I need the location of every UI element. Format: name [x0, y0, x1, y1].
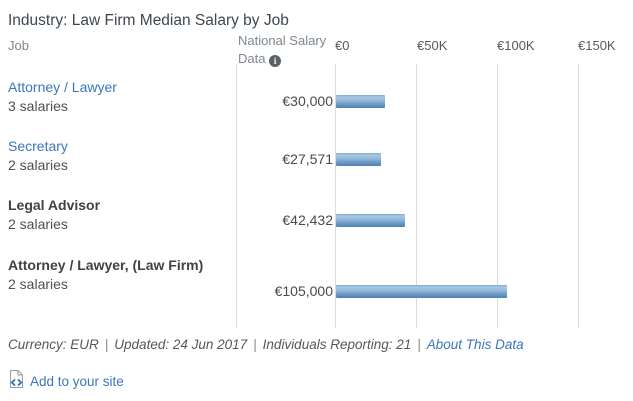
salary-value: €30,000 [282, 93, 333, 109]
info-icon[interactable]: i [269, 54, 282, 67]
salary-bar [336, 214, 405, 227]
add-to-your-site-link[interactable]: Add to your site [8, 369, 124, 394]
footer-meta: Currency: EUR | Updated: 24 Jun 2017 | Indiv… [8, 337, 524, 352]
footer-separator: | [104, 337, 109, 352]
add-to-your-site-label: Add to your site [30, 374, 124, 389]
salary-bar [336, 285, 507, 298]
axis-tick-0: €0 [335, 38, 350, 53]
salary-count: 2 salaries [8, 157, 68, 173]
axis-tick-150k: €150K [578, 38, 616, 53]
currency-label: Currency: EUR [8, 337, 99, 352]
job-column-header: Job [8, 38, 29, 53]
job-label-legal-advisor: Legal Advisor [8, 197, 101, 213]
gridline-100k [497, 64, 498, 328]
gridline-150k [578, 64, 579, 328]
axis-tick-100k: €100K [497, 38, 535, 53]
salary-count: 2 salaries [8, 216, 68, 232]
salary-bar [336, 95, 385, 108]
page-title: Industry: Law Firm Median Salary by Job [8, 12, 289, 29]
table-row-label: Attorney / Lawyer, (Law Firm) 2 salaries [8, 255, 213, 294]
footer-separator: | [253, 337, 257, 352]
job-link-secretary[interactable]: Secretary [8, 138, 68, 154]
job-link-attorney-lawyer[interactable]: Attorney / Lawyer [8, 79, 117, 95]
footer-separator: | [417, 337, 421, 352]
salary-bar [336, 153, 381, 166]
embed-code-icon [8, 369, 25, 394]
job-label-attorney-lawyer-law-firm: Attorney / Lawyer, (Law Firm) [8, 257, 204, 273]
reporting-label: Individuals Reporting: 21 [262, 337, 412, 352]
salary-value: €27,571 [282, 151, 333, 167]
salary-column-header-label: National Salary Data [238, 33, 327, 66]
updated-label: Updated: 24 Jun 2017 [114, 337, 248, 352]
salary-count: 2 salaries [8, 276, 68, 292]
gridline-50k [416, 64, 417, 328]
column-separator-line [236, 64, 237, 328]
table-row-label: Legal Advisor 2 salaries [8, 195, 213, 234]
gridline-0 [335, 64, 336, 328]
salary-column-header: National Salary Data i [238, 32, 338, 67]
salary-count: 3 salaries [8, 98, 68, 114]
table-row-label: Secretary 2 salaries [8, 137, 213, 175]
about-this-data-link[interactable]: About This Data [426, 337, 524, 352]
axis-tick-50k: €50K [417, 38, 448, 53]
salary-value: €42,432 [282, 212, 333, 228]
salary-value: €105,000 [274, 283, 333, 299]
table-row-label: Attorney / Lawyer 3 salaries [8, 78, 213, 116]
